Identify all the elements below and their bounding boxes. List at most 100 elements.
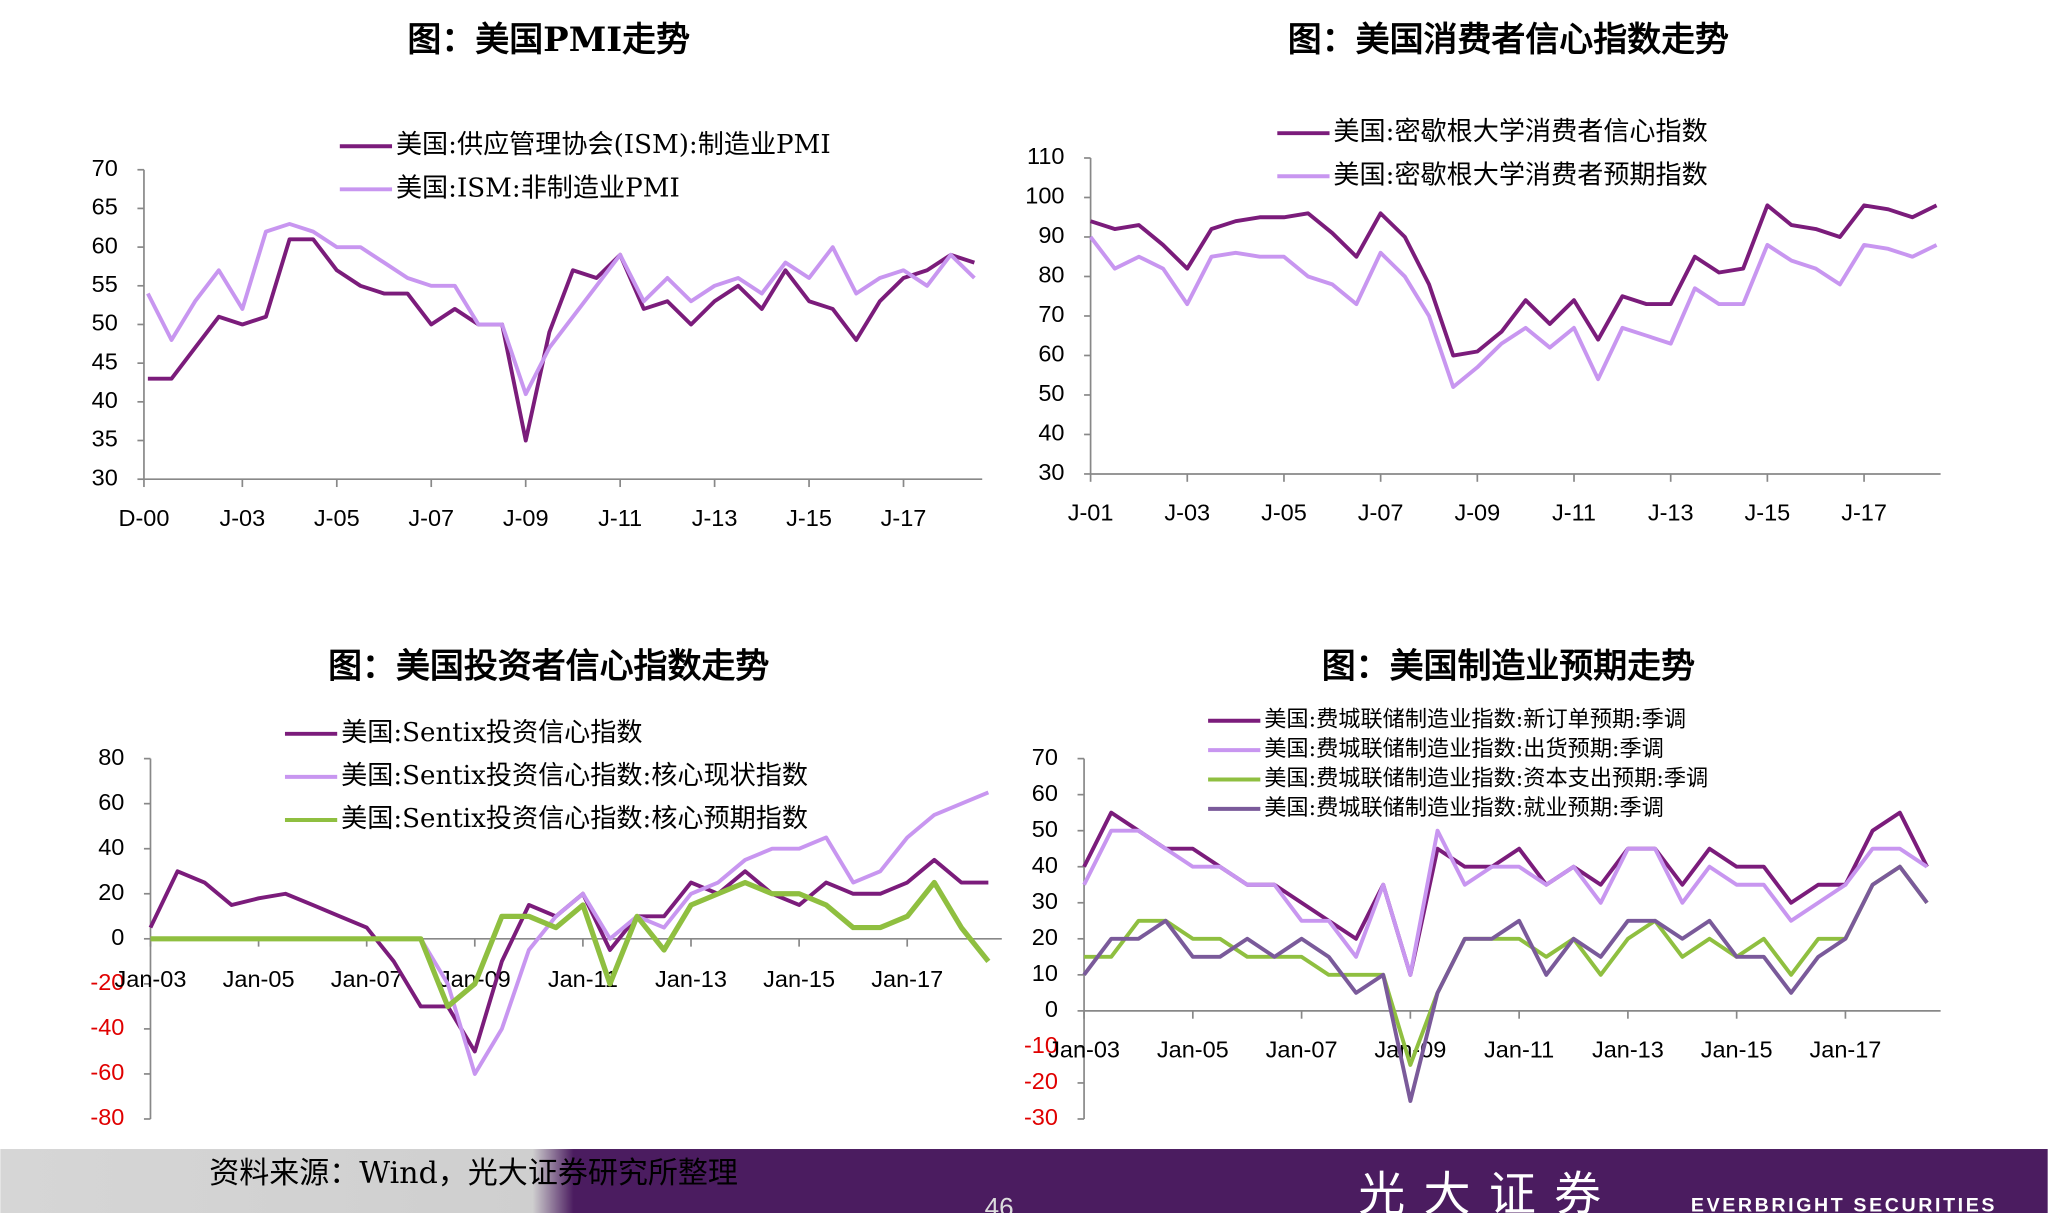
y-tick-label: 70 — [92, 155, 118, 181]
y-tick-label: 90 — [1038, 222, 1064, 248]
legend-label: 美国:费城联储制造业指数:新订单预期:季调 — [1264, 707, 1686, 733]
x-tick-label: Jan-15 — [763, 966, 835, 992]
legend-label: 美国:ISM:非制造业PMI — [396, 173, 680, 203]
x-tick-label: Jan-03 — [1048, 1037, 1120, 1063]
y-tick-label: 40 — [92, 387, 118, 413]
chart-title: 图：美国PMI走势 — [407, 20, 690, 60]
x-tick-label: J-17 — [1841, 500, 1887, 526]
legend-label: 美国:密歇根大学消费者信心指数 — [1333, 117, 1707, 147]
y-tick-label: 40 — [1038, 420, 1064, 446]
series-line — [1082, 828, 1929, 977]
logo: 光大证券 — [1358, 1168, 1619, 1213]
x-tick-label: Jan-13 — [1592, 1037, 1664, 1063]
x-tick-label: J-01 — [1068, 500, 1114, 526]
y-tick-label: 55 — [92, 271, 118, 297]
y-tick-label: 70 — [1032, 744, 1058, 770]
series-line — [1082, 864, 1929, 1103]
x-tick-label: Jan-07 — [331, 966, 403, 992]
y-tick-label: 50 — [1032, 816, 1058, 842]
series-line — [150, 790, 990, 1076]
x-tick-label: Jan-13 — [655, 966, 727, 992]
legend-label: 美国:Sentix投资信心指数:核心现状指数 — [341, 761, 808, 791]
y-tick-label: 30 — [1038, 459, 1064, 485]
page-number: 46 — [985, 1192, 1014, 1213]
y-tick-label: 100 — [1025, 183, 1064, 209]
x-tick-label: J-05 — [314, 505, 360, 531]
x-tick-label: J-13 — [692, 505, 738, 531]
y-tick-label: 35 — [92, 426, 118, 452]
series-line — [147, 237, 975, 443]
x-tick-label: J-11 — [598, 505, 642, 531]
x-tick-label: J-11 — [1552, 500, 1596, 526]
series-line — [146, 221, 976, 397]
footer-band — [0, 1149, 2048, 1213]
series-line — [1089, 203, 1938, 358]
y-tick-label: -20 — [1024, 1068, 1058, 1094]
y-tick-label: 65 — [92, 194, 118, 220]
y-tick-label: 60 — [1038, 341, 1064, 367]
x-tick-label: J-13 — [1648, 500, 1694, 526]
legend-label: 美国:费城联储制造业指数:就业预期:季调 — [1264, 795, 1664, 821]
x-tick-label: J-07 — [1358, 500, 1404, 526]
y-tick-label: 60 — [1032, 780, 1058, 806]
y-tick-label: 40 — [1032, 852, 1058, 878]
x-tick-label: J-05 — [1261, 500, 1307, 526]
chart-title: 图：美国消费者信心指数走势 — [1288, 20, 1729, 60]
y-tick-label: 10 — [1032, 960, 1058, 986]
x-tick-label: Jan-15 — [1701, 1037, 1773, 1063]
series-line — [1089, 235, 1938, 389]
y-tick-label: 60 — [92, 232, 118, 258]
y-tick-label: 30 — [92, 464, 118, 490]
y-tick-label: 110 — [1027, 143, 1064, 169]
x-tick-label: J-07 — [408, 505, 454, 531]
y-tick-label: 80 — [1038, 262, 1064, 288]
x-tick-label: J-09 — [503, 505, 549, 531]
x-tick-label: J-03 — [1164, 500, 1210, 526]
y-tick-label: 0 — [111, 924, 124, 950]
series-line — [148, 857, 989, 1054]
x-tick-label: Jan-05 — [1157, 1037, 1229, 1063]
y-tick-label: 20 — [1032, 924, 1058, 950]
y-tick-label: 0 — [1045, 996, 1058, 1022]
y-tick-label: -20 — [90, 969, 124, 995]
chart-title: 图：美国投资者信心指数走势 — [328, 647, 769, 687]
x-tick-label: Jan-11 — [1484, 1037, 1554, 1063]
x-tick-label: D-00 — [118, 505, 169, 531]
y-tick-label: -30 — [1024, 1104, 1058, 1130]
x-tick-label: Jan-17 — [1810, 1037, 1882, 1063]
x-tick-label: J-15 — [786, 505, 832, 531]
y-tick-label: 60 — [98, 789, 124, 815]
x-tick-label: Jan-03 — [115, 966, 187, 992]
y-tick-label: -10 — [1024, 1032, 1058, 1058]
legend-label: 美国:Sentix投资信心指数:核心预期指数 — [341, 804, 808, 834]
series-line — [150, 879, 991, 1010]
y-tick-label: 30 — [1032, 888, 1058, 914]
legend-label: 美国:费城联储制造业指数:资本支出预期:季调 — [1264, 766, 1708, 792]
y-tick-label: 70 — [1038, 301, 1064, 327]
source-note: 资料来源：Wind，光大证券研究所整理 — [209, 1156, 738, 1191]
x-tick-label: J-09 — [1454, 500, 1500, 526]
y-tick-label: 40 — [98, 834, 124, 860]
x-tick-label: J-03 — [219, 505, 265, 531]
legend-label: 美国:供应管理协会(ISM):制造业PMI — [396, 130, 831, 160]
series-line — [1082, 810, 1929, 977]
series-line — [1084, 864, 1929, 1067]
logo-en: EVERBRIGHT SECURITIES — [1691, 1195, 1997, 1213]
x-tick-label: J-17 — [881, 505, 927, 531]
x-tick-label: J-15 — [1745, 500, 1791, 526]
y-tick-label: -40 — [90, 1014, 124, 1040]
legend-label: 美国:Sentix投资信心指数 — [341, 718, 642, 748]
x-tick-label: Jan-05 — [223, 966, 295, 992]
legend-label: 美国:费城联储制造业指数:出货预期:季调 — [1264, 736, 1664, 762]
x-tick-label: Jan-07 — [1266, 1037, 1338, 1063]
y-tick-label: 50 — [92, 310, 118, 336]
y-tick-label: 45 — [92, 348, 118, 374]
y-tick-label: 20 — [98, 879, 124, 905]
y-tick-label: 50 — [1038, 380, 1064, 406]
x-tick-label: Jan-17 — [871, 966, 943, 992]
y-tick-label: -80 — [90, 1104, 124, 1130]
y-tick-label: -60 — [90, 1059, 124, 1085]
legend-label: 美国:密歇根大学消费者预期指数 — [1333, 160, 1707, 190]
chart-title: 图：美国制造业预期走势 — [1322, 647, 1695, 687]
